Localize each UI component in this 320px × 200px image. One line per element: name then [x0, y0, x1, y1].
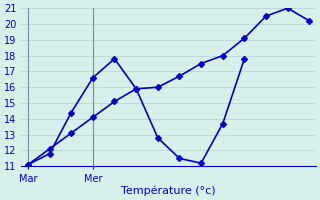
X-axis label: Température (°c): Température (°c) — [121, 185, 216, 196]
